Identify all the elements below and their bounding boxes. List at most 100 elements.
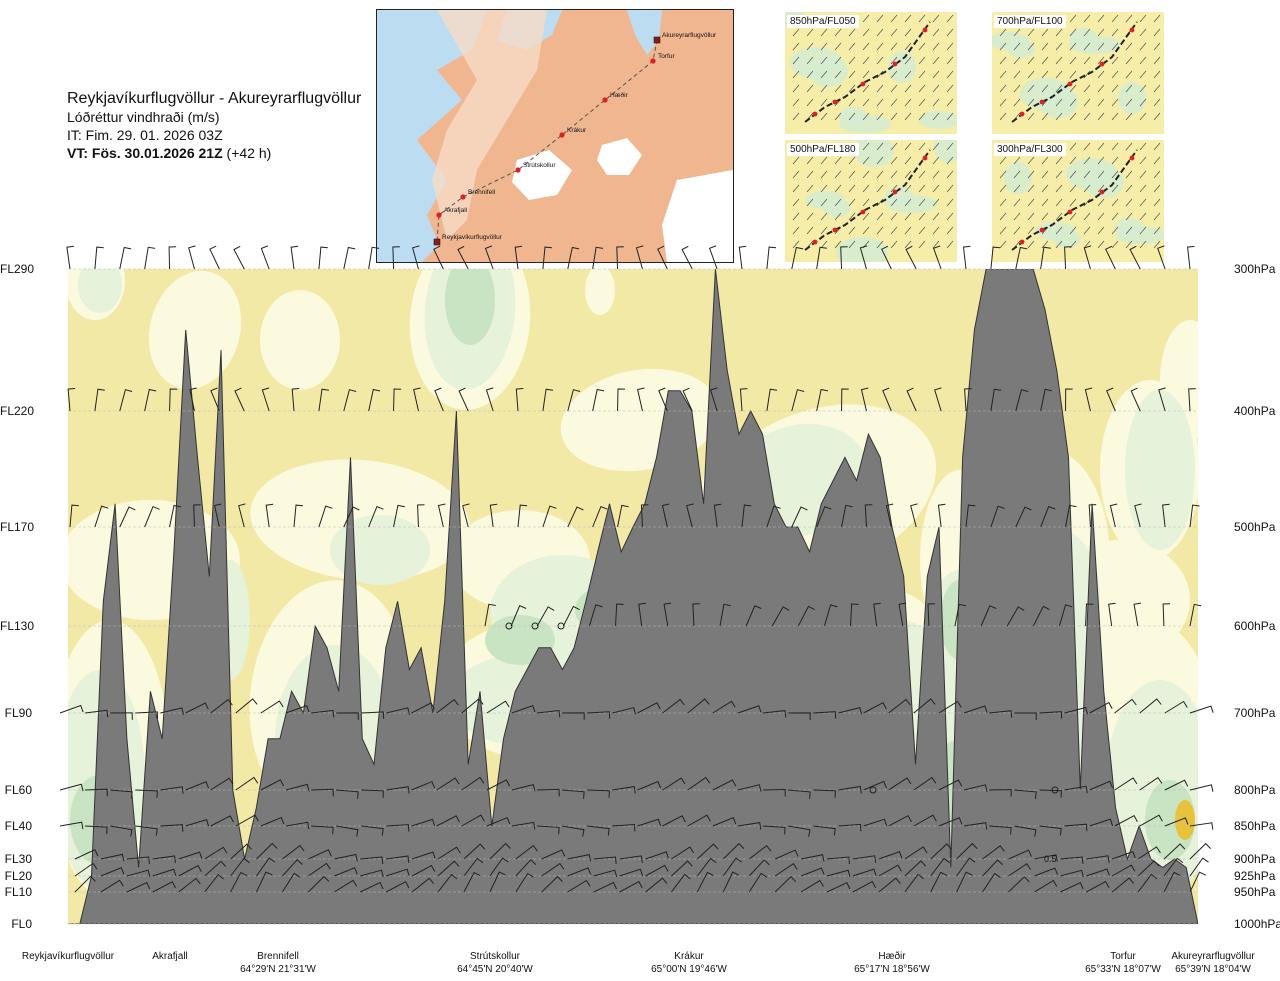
mini-map-barb [862,84,870,93]
mini-map-barb [1153,14,1161,23]
wind-barb [1158,387,1166,412]
mini-map-barb [918,84,926,93]
wind-barb [863,818,888,827]
waypoint-marker [602,97,608,103]
mini-map-barb [806,98,814,107]
mini-map-barb [1111,84,1119,93]
mini-map-barb [848,170,856,179]
mini-map-barb [834,240,842,249]
wind-barb [204,873,225,893]
wind-barb [160,824,184,832]
mini-map-barb [1013,170,1021,179]
mini-map-barb [1055,70,1063,79]
mini-map-barb [1125,212,1133,221]
wind-barb [852,868,877,877]
flight-level-label: FL170 [0,520,35,534]
wind-barb [745,605,762,627]
wind-barb [904,860,926,877]
wind-barb [838,823,862,832]
wind-barb [938,779,963,791]
mini-map-barb [876,240,884,249]
wind-barb [662,815,686,827]
mini-map-waypoint [860,209,866,215]
wind-barb [956,857,976,877]
contour-region [920,740,1000,860]
wind-barb [260,779,285,791]
mini-map-barb [890,198,898,207]
chart-title-block: Reykjavíkurflugvöllur - Akureyrarflugvöl… [67,90,361,162]
waypoint-label: Hæðir [610,91,629,99]
wind-barb [788,789,811,799]
wind-barb [385,881,410,893]
mini-map-barb [1097,184,1105,193]
mini-map-barb [1097,240,1105,249]
wind-barb [436,698,459,714]
wind-barb [904,873,924,893]
location-name-label: Krákur [674,951,704,962]
mini-map-barb [890,184,898,193]
mini-map-barb [1111,184,1119,193]
wind-barb [282,858,303,877]
mini-map-barb [1027,56,1035,65]
mini-map-barb [1055,170,1063,179]
wind-barb [692,603,700,627]
mini-map-barb [918,56,926,65]
wind-barb [1106,387,1116,412]
mini-map-waypoint [860,81,866,87]
wind-barb [361,825,384,836]
mini-map-barb [1139,226,1147,235]
mini-map-barb [1139,56,1147,65]
wind-barb [1189,822,1214,830]
contour-region [730,423,870,537]
wind-barb [562,712,585,720]
contour-region [70,775,130,865]
wind-barb [343,506,360,528]
mini-map-barb [1153,184,1161,193]
wind-barb [1064,706,1088,715]
wind-barb [938,817,963,827]
wind-barb [766,505,781,528]
wind-barb [393,504,405,528]
mini-map-barb [1097,28,1105,37]
mini-map-barb [834,70,842,79]
waypoint-label: Strútskollur [523,162,556,169]
mini-map-barb [1013,56,1021,65]
mini-map-barb [904,212,912,221]
mini-map-barb [848,184,856,193]
mini-map-barb [1083,212,1091,221]
mini-map-barb [932,42,940,51]
mini-map-barb [820,170,828,179]
wind-barb [74,849,99,860]
wind-barb [748,872,768,893]
wind-barb [638,602,646,627]
mini-map-barb [1139,98,1147,107]
wind-barb [1086,855,1110,863]
wind-barb [1060,882,1084,893]
mini-map-barb [848,226,856,235]
mini-map-barb [1041,184,1049,193]
mini-map-barb [848,42,856,51]
mini-map-barb [946,14,954,23]
wind-barb [318,505,333,528]
contour-region [1050,540,1190,660]
mini-map-barb [999,42,1007,51]
contour-region [68,670,145,890]
mini-map-barb [946,56,954,65]
flight-level-label: FL90 [4,706,32,720]
wind-barb [645,851,669,860]
mini-map-barb [1139,42,1147,51]
mini-map-barb [806,42,814,51]
mini-map-barb [1083,112,1091,121]
mini-map-barb [904,170,912,179]
contour-region [1145,780,1195,860]
wind-barb [813,789,836,798]
mini-map-barb [890,112,898,121]
mini-map-barb [834,84,842,93]
mini-map-barb [1013,184,1021,193]
mini-map-barb [932,184,940,193]
wind-barb [119,506,136,528]
wind-barb [517,504,528,528]
mini-map-waypoint [892,189,898,195]
contour-region [740,805,820,855]
mini-map-barb [862,14,870,23]
